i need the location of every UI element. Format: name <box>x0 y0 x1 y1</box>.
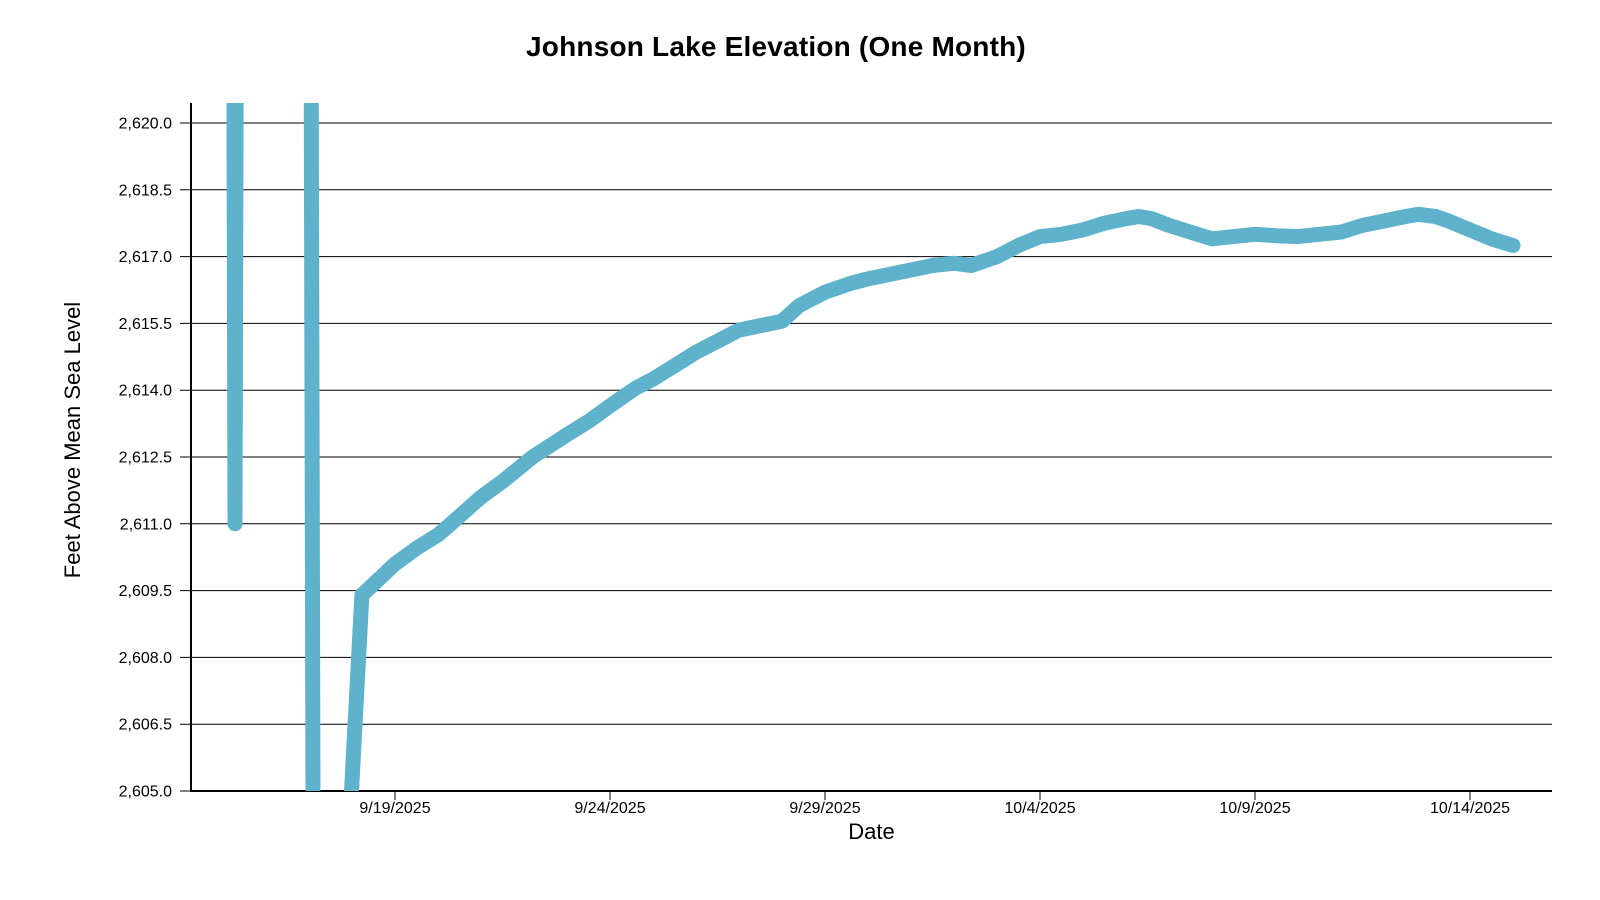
y-tick-label: 2,605.0 <box>119 784 172 801</box>
axis-lines <box>190 103 1552 792</box>
x-tick-label: 10/9/2025 <box>1219 800 1290 817</box>
y-tick-label: 2,606.5 <box>119 717 172 734</box>
x-axis-title: Date <box>848 819 895 844</box>
x-tick-label: 10/14/2025 <box>1430 800 1510 817</box>
y-tick-label: 2,614.0 <box>119 383 172 400</box>
y-tick-label: 2,612.5 <box>119 450 172 467</box>
x-tick-label: 9/19/2025 <box>359 800 430 817</box>
x-tick-label: 9/29/2025 <box>789 800 860 817</box>
y-tick-label: 2,608.0 <box>119 650 172 667</box>
y-tick-label: 2,618.5 <box>119 182 172 199</box>
chart-title: Johnson Lake Elevation (One Month) <box>526 31 1026 62</box>
y-tick-label: 2,611.0 <box>120 516 172 533</box>
elevation-line <box>226 103 1521 791</box>
y-tick-label: 2,617.0 <box>119 249 172 266</box>
y-tick-label: 2,615.5 <box>119 316 172 333</box>
y-tick-label: 2,609.5 <box>119 583 172 600</box>
x-tick-label: 9/24/2025 <box>574 800 645 817</box>
y-tick-label: 2,620.0 <box>119 116 172 133</box>
x-tick-label: 10/4/2025 <box>1004 800 1075 817</box>
